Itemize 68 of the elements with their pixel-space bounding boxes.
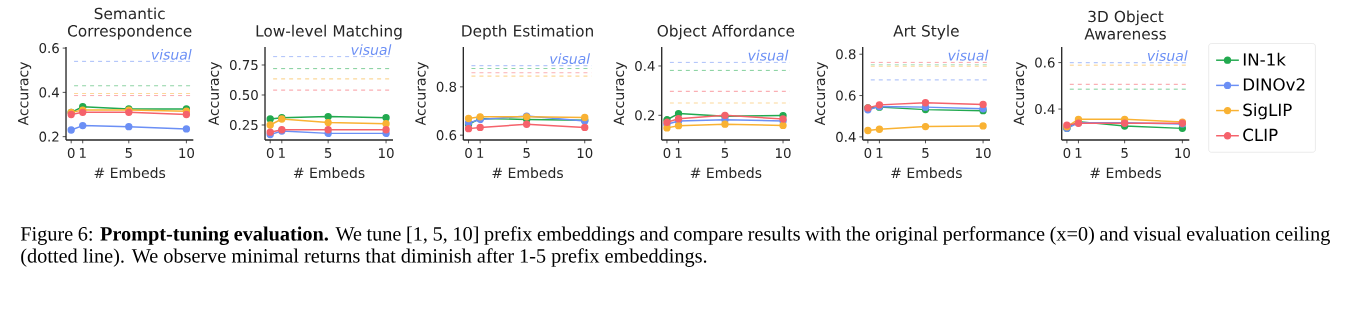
x-tick-label: 1 [675,148,682,158]
x-tick-label: 0 [67,148,75,159]
ref-line-label: visual [351,44,392,55]
y-tick-label: 0.8 [436,81,457,92]
y-tick-label: 0.4 [836,131,856,142]
x-tick-label: 10 [976,148,991,159]
x-tick-label: 5 [125,148,132,158]
x-tick-label: 5 [721,148,729,158]
y-tick-label: 0.75 [229,59,258,71]
x-tick-label: 0 [465,148,472,159]
y-axis-title: Accuracy [208,61,222,126]
chart-title: Object Affordance [657,24,795,40]
x-tick-label: 10 [379,148,394,159]
x-axis-title: # Embeds [293,167,365,179]
y-tick-label: 0.4 [635,60,655,72]
y-tick-label: 0.50 [229,89,258,101]
y-axis-title: Accuracy [613,61,627,126]
ref-line-label: visual [748,49,789,61]
x-tick-label: 0 [266,148,274,159]
chart-title: Semantic Correspondence [67,7,192,40]
x-tick-label: 10 [776,148,791,159]
x-axis-title: # Embeds [690,167,762,179]
x-tick-label: 1 [279,148,285,158]
y-tick-label: 0.6 [436,130,457,141]
y-tick-label: 0.4 [1035,104,1055,115]
chart-title: 3D Object Awareness [1084,10,1166,40]
x-tick-label: 0 [864,148,872,159]
y-tick-label: 0.6 [39,43,59,54]
y-axis-title: Accuracy [1013,61,1027,126]
x-tick-label: 10 [179,148,195,159]
y-tick-label: 0.6 [1035,57,1055,68]
legend-label: SigLIP [1243,103,1292,120]
legend-label: IN-1k [1243,52,1286,66]
x-axis-title: # Embeds [1090,167,1161,179]
x-tick-label: 1 [876,148,883,158]
chart-title: Low-level Matching [256,24,402,40]
y-tick-label: 0.6 [836,90,856,101]
y-tick-label: 0.4 [39,87,59,98]
y-tick-label: 0.2 [39,131,59,142]
chart-title: Depth Estimation [462,24,593,40]
y-tick-label: 0.25 [229,119,258,131]
x-tick-label: 1 [79,148,86,158]
x-tick-label: 5 [1121,148,1128,158]
caption: Figure 6: Prompt-tuning evaluation. We tune [1, 5, 10] prefix embeddings and compare results with the original performance (x=0) and visual evaluation ceiling (dotted line). We observe minimal returns that diminish after 1-5 prefix embeddings. [20,226,1330,267]
ref-line-label: visual [948,49,989,61]
y-axis-title: Accuracy [18,61,32,126]
legend-label: CLIP [1243,128,1278,142]
x-tick-label: 1 [477,148,484,158]
y-tick-label: 0.8 [836,49,856,60]
ref-line-label: visual [550,53,591,64]
x-tick-label: 1 [1075,148,1082,158]
ref-line-label: visual [1147,50,1188,61]
y-axis-title: Accuracy [415,61,429,126]
y-tick-label: 0.2 [635,110,655,121]
x-tick-label: 5 [922,148,929,158]
x-tick-label: 5 [324,148,332,158]
x-axis-title: # Embeds [492,167,563,179]
chart-title: Art Style [893,24,959,40]
x-tick-label: 0 [663,148,671,159]
legend-label: DINOv2 [1243,78,1305,91]
x-axis-title: # Embeds [891,167,962,179]
x-axis-title: # Embeds [94,167,166,179]
x-tick-label: 5 [523,148,530,158]
ref-line-label: visual [151,48,192,60]
y-axis-title: Accuracy [814,61,828,126]
x-tick-label: 10 [1175,148,1190,159]
x-tick-label: 0 [1063,148,1071,159]
x-tick-label: 10 [577,148,593,159]
